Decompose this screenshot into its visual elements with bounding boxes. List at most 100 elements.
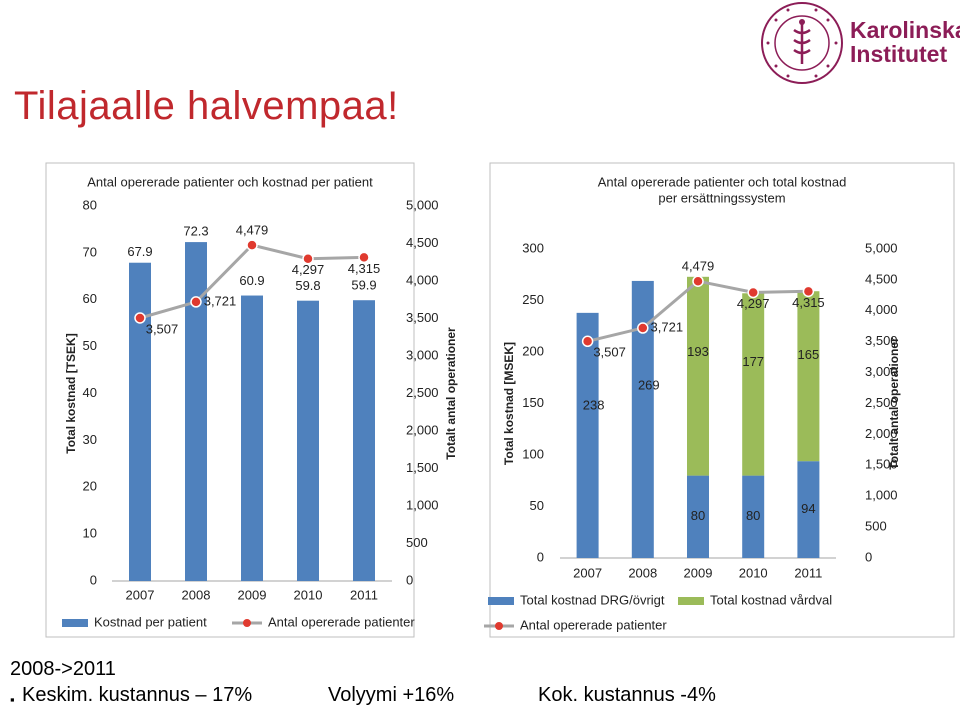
chart2-line-label: 3,721: [651, 319, 684, 334]
chart1-legend-label: Kostnad per patient: [94, 614, 207, 629]
chart1-y-tick-label: 0: [90, 572, 97, 587]
chart1-line-marker: [302, 252, 314, 265]
chart2-y-tick-label: 200: [522, 343, 544, 358]
chart1-line-label: 3,721: [204, 293, 237, 308]
chart1-y-tick-label: 50: [83, 338, 97, 353]
chart2-y2-tick-label: 1,500: [865, 457, 898, 472]
seal-icon: [761, 2, 843, 84]
chart2-y-tick-label: 150: [522, 395, 544, 410]
chart2-bar: [797, 291, 820, 462]
chart1-line-label: 4,315: [348, 261, 381, 276]
chart2-legend-label: Antal opererade patienter: [520, 617, 667, 632]
chart2-y2-tick-label: 2,500: [865, 395, 898, 410]
chart2-y2-tick-label: 3,000: [865, 364, 898, 379]
chart1-line-marker: [358, 251, 370, 264]
chart1-bar: [129, 262, 151, 581]
chart2-bar: [797, 461, 820, 558]
chart2-y-tick-label: 300: [522, 240, 544, 255]
chart2-y2-tick-label: 4,000: [865, 302, 898, 317]
chart2-title-line: Antal opererade patienter och total kost…: [598, 174, 847, 189]
chart1-y-tick-label: 20: [83, 479, 97, 494]
chart1-bar: [353, 300, 375, 581]
chart2-bar: [742, 293, 765, 476]
chart2-line-marker: [637, 322, 649, 334]
brand-name: Karolinska Institutet: [850, 18, 960, 66]
chart1-bar: [297, 300, 319, 581]
chart1-y2-tick-label: 2,500: [406, 385, 439, 400]
chart2-y2-tick-label: 0: [865, 549, 872, 564]
chart2-x-tick-label: 2008: [628, 565, 657, 580]
chart1-x-tick-label: 2009: [238, 587, 267, 602]
footer-item-volume: Volyymi +16%: [328, 684, 455, 706]
chart2-bar: [687, 276, 709, 476]
chart1-data-label: 59.9: [351, 278, 376, 293]
chart1-bar: [185, 242, 207, 581]
brand-line-1: Karolinska: [850, 17, 960, 43]
chart2-x-tick-label: 2007: [573, 565, 602, 580]
chart2-y-axis-title: Total kostnad [MSEK]: [502, 342, 516, 465]
chart1-x-tick-label: 2007: [126, 587, 155, 602]
footer-text: 2008->2011 ▪ Keskim. kustannus – 17% Vol…: [10, 656, 770, 708]
chart2-legend-swatch: [488, 597, 514, 605]
chart1-y2-tick-label: 4,500: [406, 235, 439, 250]
chart2-y2-axis-title: Totalt antal operationer: [887, 337, 901, 470]
chart2-line-label: 4,315: [792, 295, 825, 310]
chart1-line-marker: [190, 296, 202, 308]
chart2-line-marker: [802, 285, 815, 298]
footer-items-row: ▪ Keskim. kustannus – 17% Volyymi +16% K…: [10, 682, 770, 708]
chart2-data-label: 193: [687, 344, 709, 359]
chart1-y2-tick-label: 0: [406, 572, 413, 587]
brand-line-2: Institutet: [850, 41, 948, 67]
chart1-legend-marker: [243, 619, 251, 627]
chart2-y2-tick-label: 1,000: [865, 488, 898, 503]
chart2-legend-label: Total kostnad DRG/övrigt: [520, 592, 665, 607]
chart1-y2-axis-title: Totalt antal operationer: [444, 327, 458, 460]
chart2-line-marker: [581, 335, 594, 348]
chart2-data-label: 269: [638, 378, 660, 393]
chart2-x-tick-label: 2011: [794, 565, 822, 580]
footer-heading-row: 2008->2011: [10, 656, 770, 682]
chart1-y2-tick-label: 2,000: [406, 422, 439, 437]
chart2-bar: [576, 312, 599, 558]
chart2-y-tick-label: 100: [522, 446, 544, 461]
chart1-y2-tick-label: 3,500: [406, 310, 439, 325]
chart2-y-tick-label: 50: [530, 498, 544, 513]
chart2-title-line: per ersättningssystem: [658, 190, 785, 205]
chart2-x-tick-label: 2009: [684, 565, 713, 580]
chart2-line-marker: [692, 275, 704, 287]
chart2-bar: [631, 280, 654, 558]
chart1-y-tick-label: 30: [83, 432, 97, 447]
chart1-line-marker: [246, 239, 258, 251]
slide-title: Tilajaalle halvempaa!: [14, 84, 399, 128]
chart1-y2-tick-label: 3,000: [406, 347, 439, 362]
chart1-data-label: 67.9: [127, 244, 152, 259]
chart2-x-tick-label: 2010: [739, 565, 768, 580]
chart2-data-label: 177: [742, 354, 764, 369]
chart1-frame: [45, 162, 415, 638]
chart2-y-tick-label: 250: [522, 292, 544, 307]
bullet-icon: ▪: [10, 692, 15, 707]
chart2-line-label: 3,507: [593, 345, 626, 360]
chart1-y-tick-label: 60: [83, 291, 97, 306]
chart1-data-label: 72.3: [183, 224, 208, 239]
chart1-y-axis-title: Total kostnad [TSEK]: [64, 333, 78, 453]
chart2-line-marker: [747, 286, 759, 299]
chart1-data-label: 59.8: [295, 278, 320, 293]
chart2-bar: [687, 475, 709, 558]
chart2-data-label: 238: [583, 397, 605, 412]
footer-item-total: Kok. kustannus -4%: [538, 684, 716, 706]
chart1-y-tick-label: 70: [83, 244, 97, 259]
chart1-line-label: 3,507: [146, 321, 179, 336]
chart1-line-label: 4,297: [292, 262, 325, 277]
footer-heading: 2008->2011: [10, 658, 116, 680]
chart2-y2-tick-label: 4,500: [865, 271, 898, 286]
chart2-data-label: 80: [691, 508, 705, 523]
chart2-y2-tick-label: 5,000: [865, 240, 898, 255]
chart2-y2-tick-label: 2,000: [865, 426, 898, 441]
chart1-legend-swatch: [62, 619, 88, 627]
chart2-legend-marker: [495, 622, 503, 630]
chart2-y-tick-label: 0: [537, 549, 544, 564]
chart2-line-label: 4,479: [682, 259, 715, 274]
chart1-y-tick-label: 80: [83, 197, 97, 212]
